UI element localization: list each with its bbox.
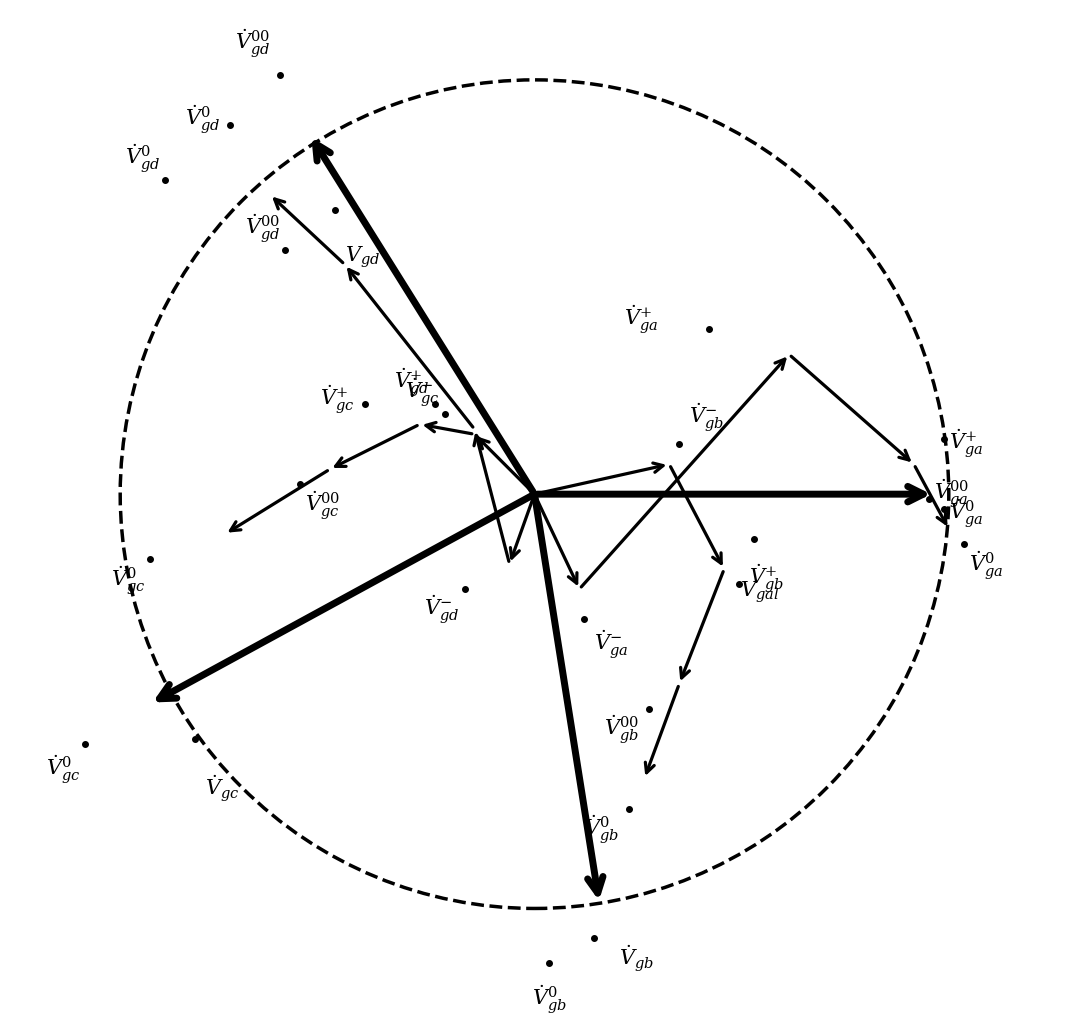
Text: $\dot{V}_{gc}^{00}$: $\dot{V}_{gc}^{00}$: [305, 489, 340, 522]
Text: $\dot{V}_{gc}^{0}$: $\dot{V}_{gc}^{0}$: [46, 754, 80, 787]
Text: $\dot{V}_{ga}^{+}$: $\dot{V}_{ga}^{+}$: [624, 304, 659, 335]
Text: $\dot{V}_{gb}$: $\dot{V}_{gb}$: [619, 944, 654, 974]
Text: $\dot{V}_{gd}^{-}$: $\dot{V}_{gd}^{-}$: [424, 594, 460, 627]
Text: $\dot{V}_{gb}^{0}$: $\dot{V}_{gb}^{0}$: [532, 983, 567, 1016]
Text: $\dot{V}_{gc}^{0}$: $\dot{V}_{gc}^{0}$: [110, 565, 145, 596]
Text: $V_{gd}$: $V_{gd}$: [345, 245, 381, 270]
Text: $\dot{V}_{gb}^{-}$: $\dot{V}_{gb}^{-}$: [690, 401, 725, 434]
Text: $\dot{V}_{ga}^{0}$: $\dot{V}_{ga}^{0}$: [969, 549, 1003, 582]
Text: $\dot{V}_{gb}^{+}$: $\dot{V}_{gb}^{+}$: [749, 562, 785, 595]
Text: $\dot{V}_{ga}^{+}$: $\dot{V}_{ga}^{+}$: [949, 428, 983, 461]
Text: $\dot{V}_{gb}^{0}$: $\dot{V}_{gb}^{0}$: [585, 813, 619, 846]
Text: $\dot{V}_{gc}^{+}$: $\dot{V}_{gc}^{+}$: [321, 383, 355, 416]
Text: $V_{gal}$: $V_{gal}$: [740, 579, 778, 604]
Text: $\dot{V}_{gb}^{00}$: $\dot{V}_{gb}^{00}$: [604, 713, 639, 746]
Text: $\dot{V}_{gd}^{00}$: $\dot{V}_{gd}^{00}$: [245, 212, 280, 245]
Text: $\dot{V}_{ga}^{00}$: $\dot{V}_{ga}^{00}$: [934, 478, 969, 511]
Text: $\dot{V}_{gd}^{00}$: $\dot{V}_{gd}^{00}$: [234, 28, 270, 60]
Text: $\dot{V}_{gd}^{0}$: $\dot{V}_{gd}^{0}$: [185, 104, 220, 136]
Text: $\dot{V}_{ga}^{0}$: $\dot{V}_{ga}^{0}$: [949, 498, 983, 530]
Text: $\dot{V}_{gc}^{-}$: $\dot{V}_{gc}^{-}$: [405, 377, 439, 410]
Text: $\dot{V}_{gd}^{0}$: $\dot{V}_{gd}^{0}$: [125, 143, 160, 174]
Text: $\dot{V}_{ga}^{-}$: $\dot{V}_{ga}^{-}$: [594, 629, 629, 661]
Text: $\dot{V}_{gc}$: $\dot{V}_{gc}$: [205, 773, 239, 804]
Text: $\dot{V}_{gd}^{+}$: $\dot{V}_{gd}^{+}$: [394, 367, 430, 399]
